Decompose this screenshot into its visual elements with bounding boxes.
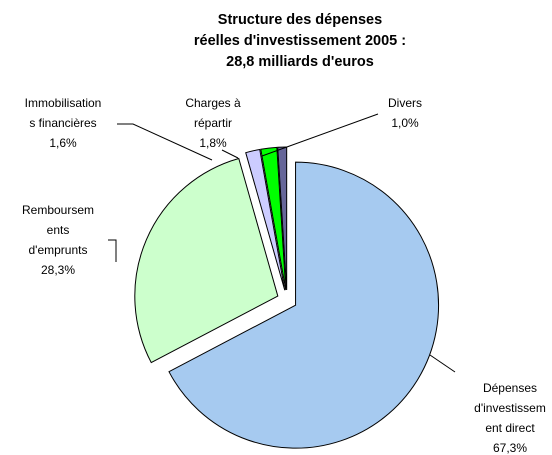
- value-label: 1,8%: [199, 136, 227, 150]
- slice-label: Divers: [388, 96, 422, 110]
- leader-line: [261, 113, 379, 157]
- pie-slice: [134, 157, 279, 364]
- value-label: 1,6%: [49, 136, 77, 150]
- chart-title: Structure des dépenses réelles d'investis…: [194, 12, 406, 70]
- value-label: 28,3%: [41, 263, 75, 277]
- slice-label: Remboursem ents d'emprunts: [22, 203, 94, 257]
- slice-label: Charges à répartir: [185, 96, 241, 130]
- leader-line: [108, 239, 117, 262]
- pie-slice: [260, 146, 287, 291]
- pie-slice: [245, 148, 286, 291]
- slice-label: Immobilisation s financières: [25, 96, 102, 130]
- pie-slice: [168, 161, 440, 449]
- value-label: 1,0%: [391, 116, 419, 130]
- leader-line: [117, 123, 213, 161]
- leader-line: [429, 354, 456, 373]
- slice-label: Dépenses d'investissem ent direct: [474, 381, 546, 435]
- value-label: 67,3%: [493, 441, 527, 455]
- leader-line: [221, 149, 239, 159]
